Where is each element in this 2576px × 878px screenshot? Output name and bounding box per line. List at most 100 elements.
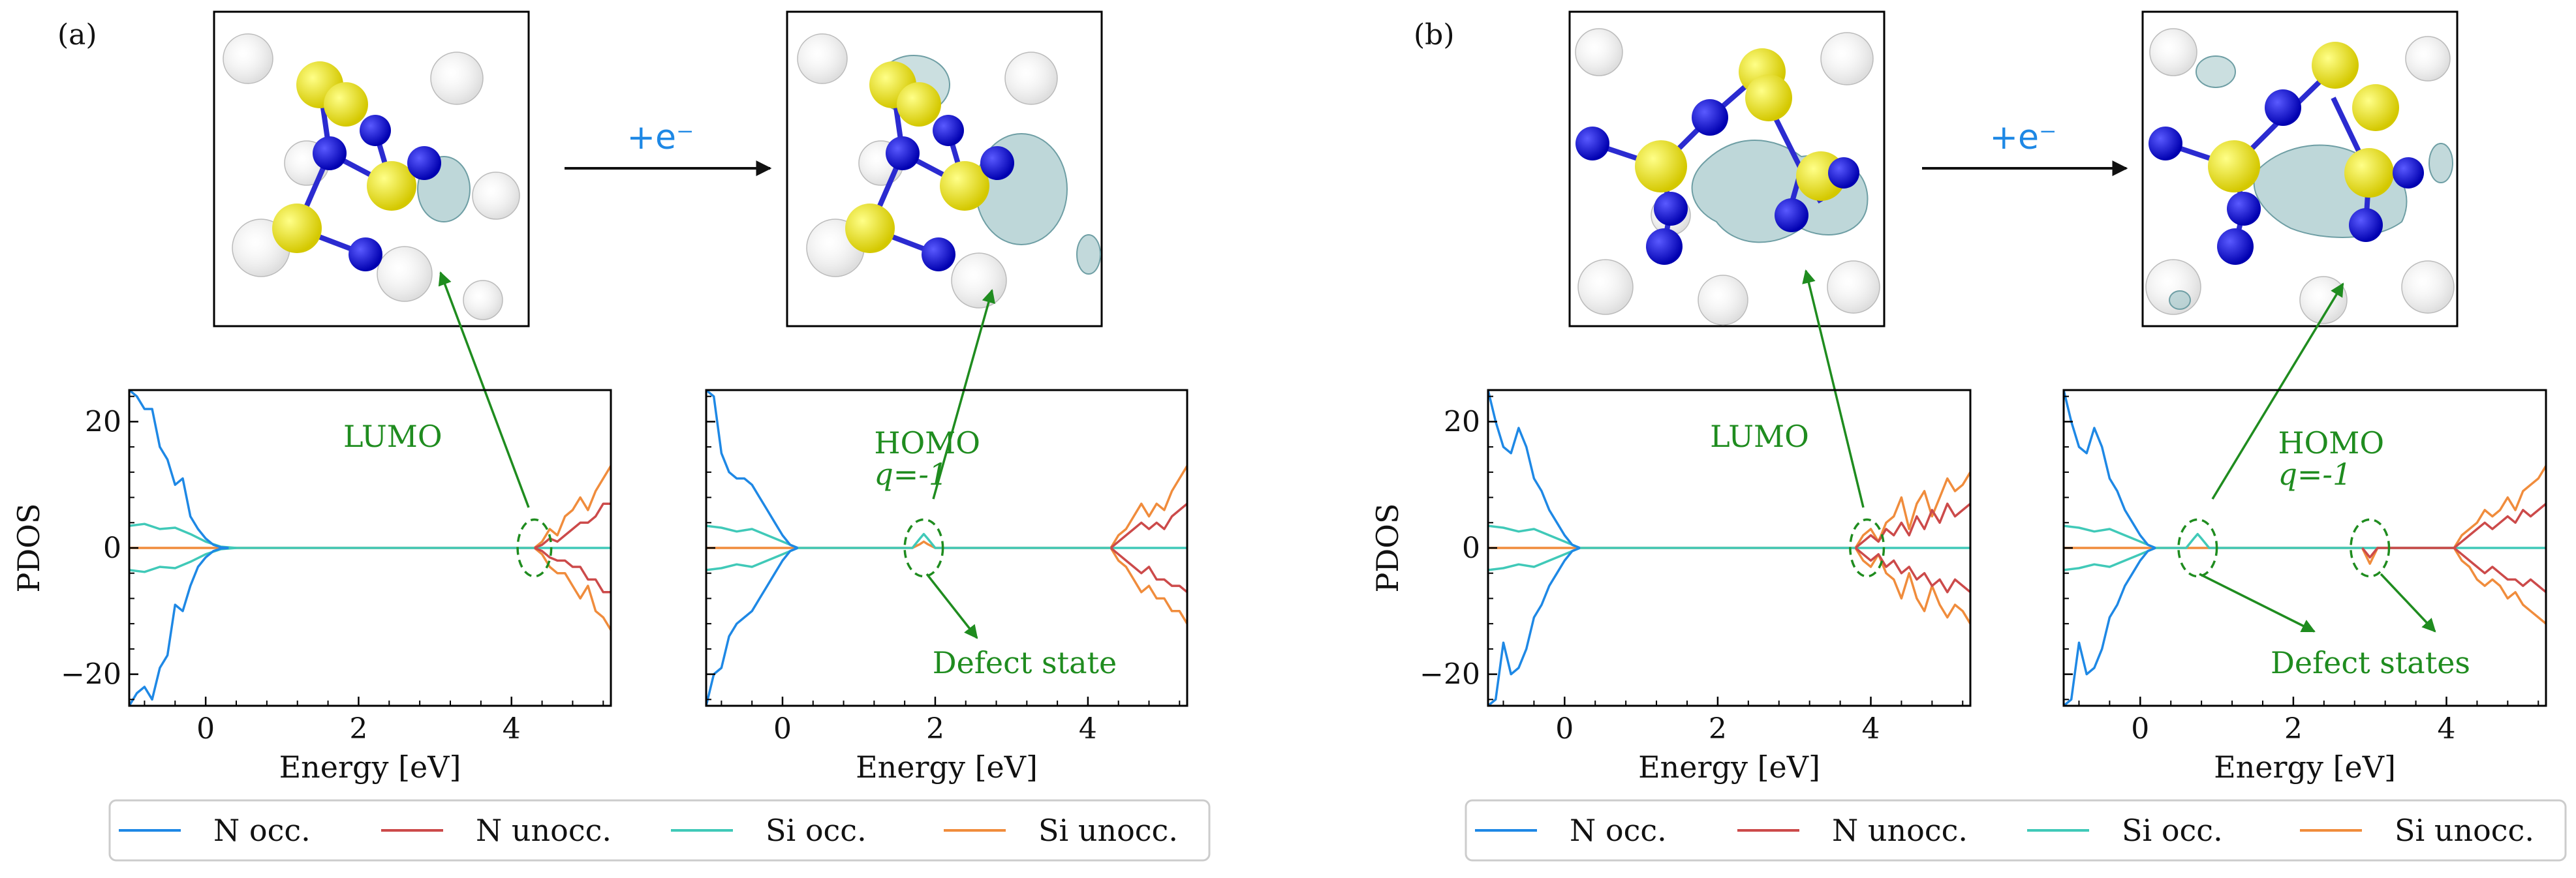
defect-state-marker [2350, 518, 2391, 578]
series-line-n-occ-down [129, 547, 229, 706]
orbital-image-b-homo [2141, 10, 2459, 327]
defect-state-marker [2177, 518, 2218, 578]
y-tick-label: 20 [1444, 405, 1480, 438]
series-line-si-unocc-down [533, 547, 611, 631]
isosurface [2196, 55, 2236, 88]
electron-addition-a: +e⁻ [565, 118, 772, 176]
n-atom [2349, 208, 2383, 242]
series-line-si-occ-down [2064, 547, 2156, 571]
series-line-si-unocc-down [1854, 547, 1970, 625]
annotation-homo: HOMO [874, 425, 980, 461]
x-tick-label: 0 [2131, 712, 2149, 746]
x-axis-label: Energy [eV] [856, 749, 1038, 785]
pdos-plot-a-left: 0 2 4 20 0 −20 Energy [eV] PDOS LUMO [11, 389, 612, 785]
si-atom [1745, 74, 1792, 121]
series-line-si-occ-down [1488, 547, 1581, 571]
y-tick-label: −20 [1420, 658, 1480, 691]
defect-state-marker [516, 518, 553, 578]
electron-addition-b: +e⁻ [1922, 118, 2128, 176]
n-atom [2227, 192, 2261, 226]
n-atom [2393, 157, 2424, 189]
series-line-si-unocc [1854, 471, 1970, 549]
series-line-si-unocc-down [1110, 547, 1187, 625]
series-line-n-occ [706, 390, 799, 549]
defect-arrow [925, 573, 978, 639]
x-tick-label: 4 [1862, 712, 1880, 746]
y-tick-label: −20 [61, 658, 121, 691]
si-atom [2312, 42, 2359, 89]
defect-annotation-a: Defect state [925, 573, 1117, 680]
series-line-n-unocc-down [1854, 547, 1970, 594]
series-line-n-occ [129, 390, 229, 549]
series-line-n-unocc-down [1110, 547, 1187, 594]
n-atom [360, 115, 391, 146]
si-atom [1635, 140, 1687, 192]
orbital-image-b-lumo [1568, 10, 1885, 327]
series-line-n-unocc-down [2361, 547, 2546, 594]
legend-label: N occ. [1570, 813, 1667, 848]
series-line-n-unocc-down [534, 547, 611, 594]
x-tick-label: 2 [349, 712, 367, 746]
n-atom [1775, 198, 1808, 232]
n-atom [922, 237, 955, 271]
series-lines [1488, 390, 1970, 706]
x-tick-label: 0 [1555, 712, 1574, 746]
defect-state-marker [903, 518, 944, 578]
x-tick-label: 4 [503, 712, 521, 746]
si-atom [272, 204, 322, 253]
n-atom [2149, 127, 2182, 160]
isosurface [1076, 234, 1101, 275]
orbital-image-a-lumo [213, 10, 530, 327]
pdos-plot-b-left: 0 2 4 20 0 −20 Energy [eV] PDOS LUMO [1370, 389, 1972, 785]
n-atom [349, 237, 382, 271]
n-atom [2265, 89, 2301, 126]
series-line-si-occ [129, 522, 237, 549]
defect-arrow [2199, 573, 2316, 633]
defect-label-b: Defect states [2271, 645, 2470, 680]
legend-label: Si occ. [2122, 813, 2223, 848]
x-axis-label: Energy [eV] [279, 749, 461, 785]
series-line-si-occ-down [706, 547, 799, 571]
legend-label: Si unocc. [1038, 813, 1178, 848]
series-line-n-unocc [2453, 502, 2546, 549]
y-tick-label: 0 [1462, 532, 1480, 565]
x-tick-label: 0 [196, 712, 215, 746]
n-atom [1575, 127, 1609, 160]
panel-label-b: (b) [1414, 18, 1455, 52]
legend-frame [1465, 799, 2567, 862]
x-tick-label: 4 [1079, 712, 1097, 746]
isosurface [2169, 290, 2191, 310]
electron-label-b: +e⁻ [1989, 118, 2056, 157]
series-lines [706, 390, 1187, 706]
y-axis-label: PDOS [11, 503, 46, 592]
si-atom [845, 204, 895, 253]
n-atom [980, 146, 1014, 180]
defect-state-marker [1849, 518, 1885, 578]
x-tick-label: 0 [773, 712, 792, 746]
n-atom [1828, 157, 1859, 189]
series-line-n-unocc [1854, 502, 1970, 549]
series-line-si-unocc-down [2064, 547, 2546, 625]
series-line-si-occ [2064, 524, 2156, 549]
si-atom [367, 161, 416, 211]
series-line-n-unocc [1110, 502, 1187, 549]
si-atom [2352, 84, 2399, 131]
series-lines [2064, 390, 2546, 706]
series-line-si-occ [1488, 524, 1581, 549]
y-axis-label: PDOS [1370, 503, 1405, 592]
x-axis-label: Energy [eV] [1638, 749, 1820, 785]
x-tick-label: 2 [2284, 712, 2303, 746]
defect-annotation-b: Defect states [2199, 573, 2470, 680]
pointer-arrow-a-homo [932, 288, 995, 500]
annotation-q-1: q=-1 [2278, 457, 2351, 492]
annotation-q-1: q=-1 [874, 457, 948, 492]
series-line-si-unocc [2453, 465, 2546, 549]
series-line-si-occ-defect [798, 532, 1187, 549]
series-line-si-unocc [1110, 465, 1187, 549]
y-tick-label: 0 [103, 532, 121, 565]
n-atom [407, 146, 441, 180]
series-line-n-occ [1488, 390, 1581, 549]
